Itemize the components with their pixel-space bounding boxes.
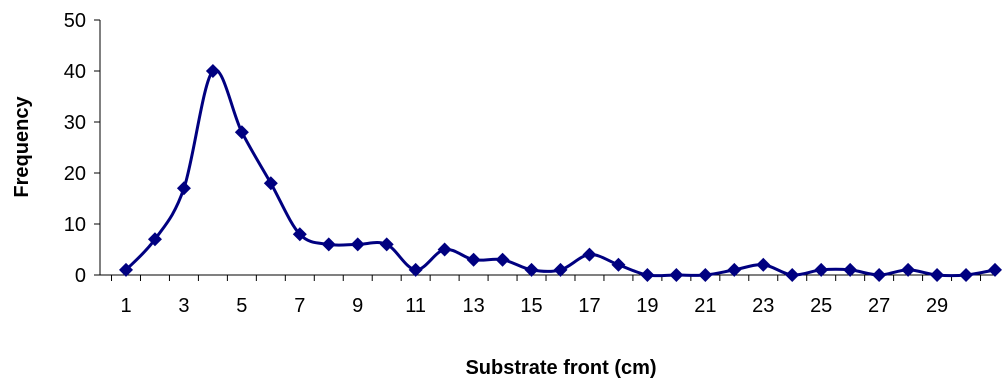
data-point-marker	[785, 268, 800, 282]
data-point-marker	[495, 252, 510, 267]
data-point-marker	[379, 237, 394, 252]
data-point-marker	[582, 247, 597, 262]
y-tick-label: 40	[64, 61, 86, 83]
data-point-marker	[611, 257, 626, 272]
x-tick-label: 3	[178, 295, 189, 317]
x-tick-label: 15	[520, 295, 542, 317]
data-point-markers	[119, 64, 1002, 282]
y-tick-label: 0	[75, 265, 86, 287]
series-line	[124, 68, 997, 278]
y-tick-label: 10	[64, 214, 86, 236]
x-tick-label: 21	[694, 295, 716, 317]
data-point-marker	[205, 64, 220, 78]
data-point-marker	[263, 176, 278, 191]
x-tick-label: 19	[636, 295, 658, 317]
data-point-marker	[350, 237, 365, 252]
data-point-marker	[756, 257, 771, 272]
data-point-marker	[669, 268, 684, 282]
x-tick-label: 11	[405, 295, 426, 317]
y-tick-label: 30	[64, 112, 86, 134]
x-tick-label: 25	[810, 295, 832, 317]
data-point-marker	[843, 262, 858, 277]
x-axis-ticks: 1 3 5 7 9 11 13 15 17 19 21 23 25 27 29	[111, 275, 982, 317]
x-tick-label: 27	[868, 295, 890, 317]
x-tick-label: 13	[462, 295, 484, 317]
x-tick-label: 1	[120, 295, 131, 317]
data-point-marker	[872, 268, 887, 282]
data-point-marker	[988, 262, 1002, 277]
y-axis-ticks: 0 10 20 30 40 50	[64, 10, 100, 287]
data-point-marker	[119, 262, 133, 277]
x-tick-label: 9	[352, 295, 363, 317]
data-point-marker	[321, 237, 336, 252]
data-point-marker	[814, 262, 829, 277]
y-tick-label: 20	[64, 163, 86, 185]
data-point-marker	[437, 242, 452, 257]
data-point-marker	[640, 268, 655, 282]
data-point-marker	[234, 125, 249, 140]
data-point-marker	[901, 262, 916, 277]
data-point-marker	[698, 268, 713, 282]
y-axis-title: Frequency	[11, 96, 33, 198]
data-point-marker	[959, 268, 974, 282]
data-point-marker	[727, 262, 742, 277]
x-tick-label: 23	[752, 295, 774, 317]
x-tick-label: 17	[578, 295, 600, 317]
data-point-marker	[524, 262, 539, 277]
data-point-marker	[408, 262, 423, 277]
y-tick-label: 50	[64, 10, 86, 32]
data-point-marker	[466, 252, 481, 267]
data-point-marker	[147, 232, 162, 247]
data-point-marker	[553, 262, 568, 277]
x-tick-label: 5	[236, 295, 247, 317]
x-tick-label: 29	[926, 295, 948, 317]
data-point-marker	[292, 227, 307, 242]
data-point-marker	[176, 181, 191, 196]
data-point-marker	[930, 268, 945, 282]
x-axis-title: Substrate front (cm)	[465, 357, 656, 379]
x-tick-label: 7	[294, 295, 305, 317]
